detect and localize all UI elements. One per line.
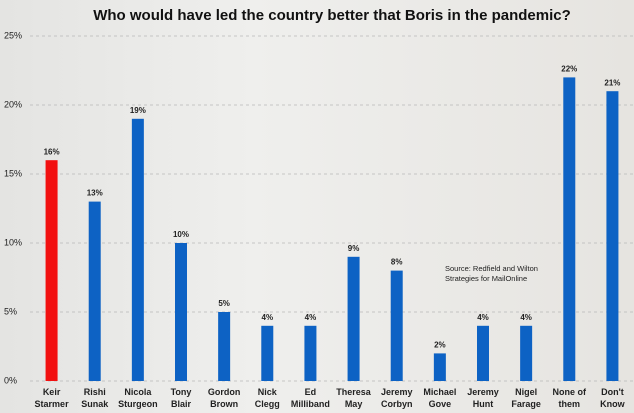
value-label: 5% — [218, 299, 230, 308]
y-tick-label: 25% — [4, 30, 22, 40]
x-tick-label: Jeremy Hunt — [467, 387, 499, 409]
value-label: 10% — [173, 230, 189, 239]
bar — [131, 118, 144, 382]
value-label: 22% — [561, 65, 577, 74]
x-tick-label: Tony Blair — [171, 387, 192, 409]
value-label: 4% — [520, 313, 532, 322]
bar — [390, 270, 403, 381]
y-tick-label: 20% — [4, 99, 22, 109]
value-label: 4% — [305, 313, 317, 322]
value-label: 4% — [262, 313, 274, 322]
value-label: 8% — [391, 258, 403, 267]
value-label: 19% — [130, 106, 146, 115]
bar — [606, 91, 619, 381]
x-tick-label: Don't Know — [600, 387, 625, 409]
x-tick-label: Keir Starmer — [35, 387, 70, 409]
y-tick-label: 15% — [4, 168, 22, 178]
value-label: 9% — [348, 244, 360, 253]
y-tick-label: 10% — [4, 237, 22, 247]
chart-title: Who would have led the country better th… — [93, 7, 571, 24]
bar — [175, 243, 187, 381]
bar — [218, 312, 231, 381]
value-label: 21% — [604, 78, 620, 87]
x-tick-label: Nicola Sturgeon — [118, 387, 158, 409]
y-tick-label: 5% — [4, 306, 17, 316]
x-tick-label: Jeremy Corbyn — [381, 387, 413, 409]
value-label: 4% — [477, 313, 489, 322]
x-tick-label: Nick Clegg — [255, 387, 280, 409]
x-tick-label: Rishi Sunak — [81, 387, 109, 409]
bar — [520, 325, 533, 381]
y-tick-label: 0% — [4, 375, 17, 385]
x-tick-label: Michael Gove — [423, 387, 456, 409]
bar — [45, 160, 58, 381]
value-label: 13% — [87, 189, 103, 198]
bar — [347, 256, 360, 381]
bar — [563, 77, 576, 382]
source-note: Source: Redfield and Wilton Strategies f… — [445, 264, 538, 283]
x-tick-label: None of them — [553, 387, 587, 409]
x-tick-label: Theresa May — [336, 387, 372, 409]
bar — [433, 353, 446, 381]
value-label: 2% — [434, 341, 446, 350]
bar — [88, 201, 101, 381]
x-tick-label: Nigel Farage — [511, 387, 541, 409]
value-label: 16% — [44, 147, 60, 156]
bar — [261, 325, 274, 381]
x-tick-label: Ed Milliband — [291, 387, 330, 409]
bar — [477, 325, 489, 381]
x-tick-label: Gordon Brown — [208, 387, 241, 409]
bar — [304, 325, 317, 381]
